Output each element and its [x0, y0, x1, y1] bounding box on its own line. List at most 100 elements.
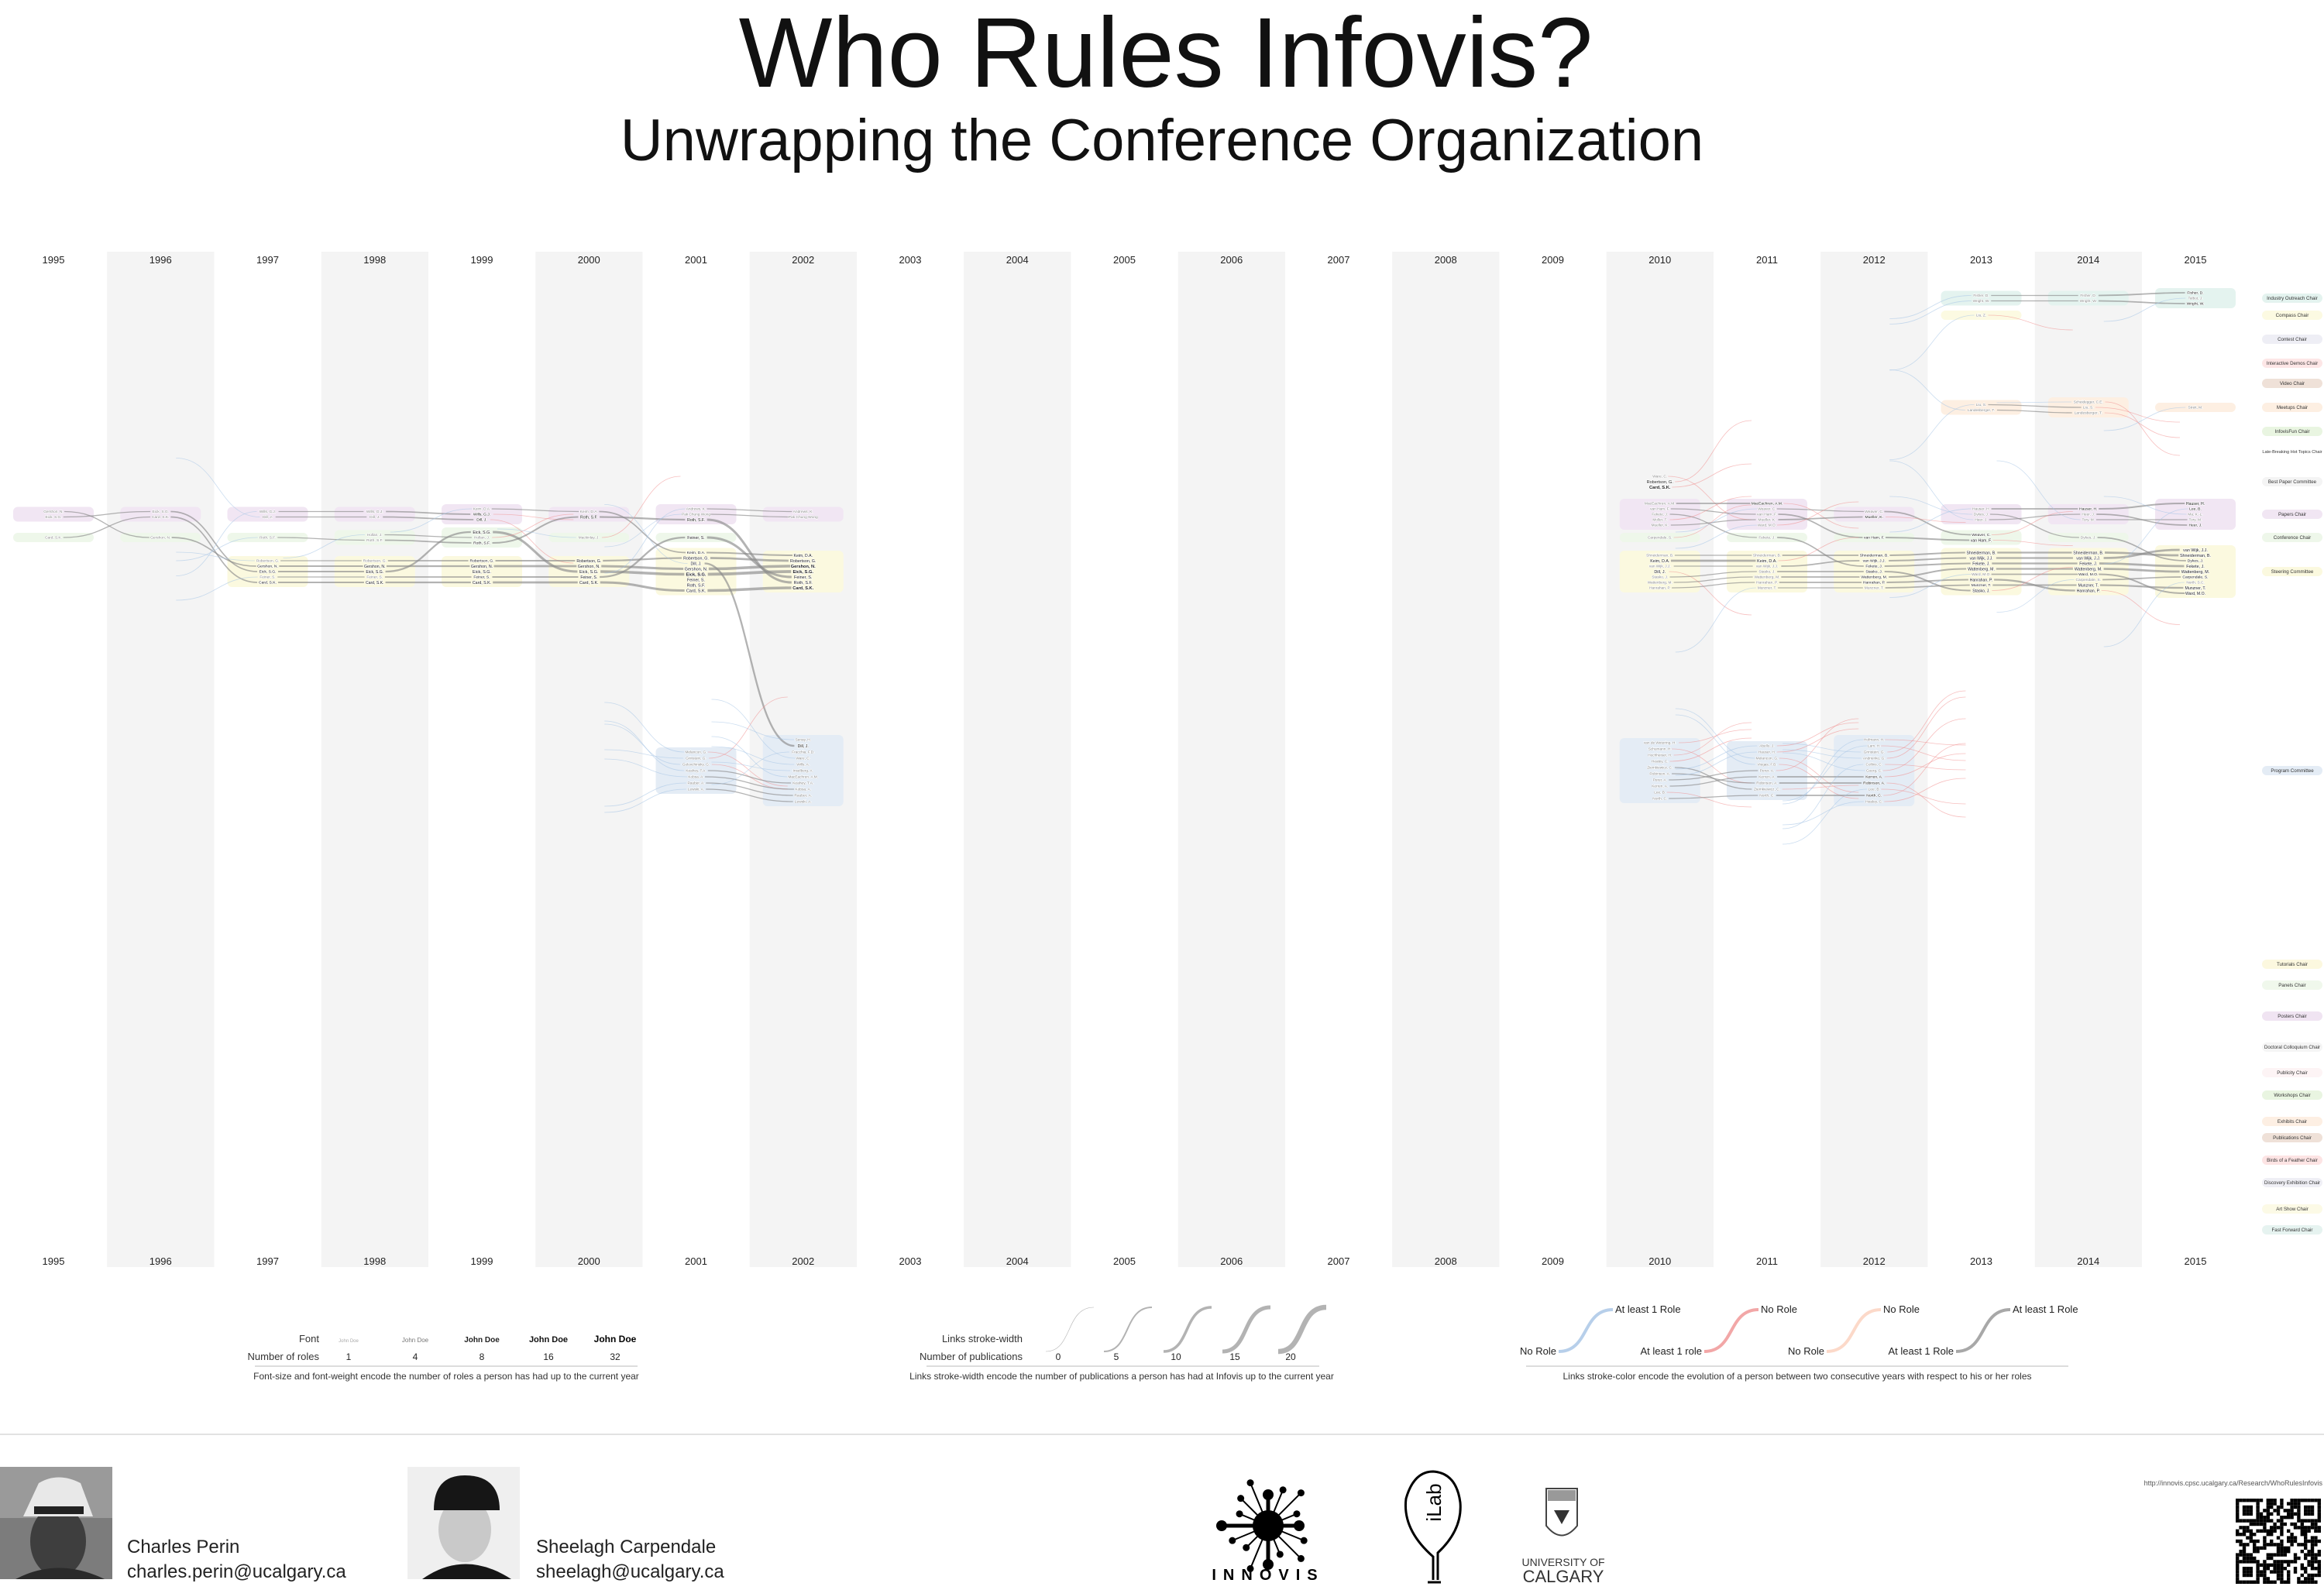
role-group-pill — [227, 556, 308, 587]
qr-module — [2236, 1573, 2240, 1578]
qr-module — [2276, 1543, 2281, 1547]
qr-module — [2317, 1529, 2321, 1533]
person-link — [601, 476, 681, 538]
logo-dot — [1279, 1486, 1287, 1494]
qr-module — [2314, 1560, 2318, 1564]
color-legend: No Role At least 1 Role At least 1 role No … — [1520, 1303, 2078, 1382]
person-name: Weaver, C. — [1758, 507, 1776, 512]
qr-module — [2249, 1533, 2253, 1537]
qr-module — [2290, 1516, 2294, 1520]
person-name: Feiner, S. — [473, 575, 490, 580]
author-email[interactable]: charles.perin@ucalgary.ca — [127, 1561, 346, 1582]
role-label: Papers Chair — [2278, 512, 2306, 517]
qr-module — [2256, 1502, 2260, 1506]
qr-module — [2300, 1573, 2304, 1578]
font-legend-caption: Font-size and font-weight encode the num… — [253, 1371, 639, 1382]
person-link — [1881, 745, 1966, 761]
role-group-pill — [2155, 403, 2236, 412]
qr-module — [2276, 1550, 2281, 1554]
qr-module — [2280, 1577, 2284, 1581]
qr-module — [2317, 1516, 2321, 1520]
qr-module — [2300, 1533, 2304, 1537]
person-link — [601, 565, 684, 571]
person-name: North, S.C. — [2186, 581, 2204, 586]
qr-module — [2270, 1539, 2274, 1544]
qr-module — [2266, 1509, 2270, 1513]
person-link — [1889, 568, 1967, 578]
qr-module — [2259, 1516, 2264, 1520]
qr-module — [2249, 1567, 2253, 1571]
qr-module — [2297, 1502, 2301, 1506]
qr-module — [2280, 1546, 2284, 1550]
role-group-pill — [655, 548, 737, 596]
person-links — [63, 292, 2188, 845]
person-link — [604, 782, 686, 807]
role-group-pill — [1727, 741, 1807, 800]
qr-module — [2304, 1526, 2308, 1530]
person-name: Ma, K.-L. — [2188, 513, 2202, 517]
person-name: Wills, G.J. — [260, 510, 276, 514]
person-link — [385, 531, 471, 573]
qr-module — [2259, 1563, 2264, 1567]
qr-module — [2280, 1560, 2284, 1564]
person-name: Feiner, S. — [687, 578, 705, 582]
project-url[interactable]: http://innovis.cpsc.ucalgary.ca/Research… — [2144, 1479, 2323, 1487]
qr-module — [2287, 1536, 2291, 1540]
role-label-pill — [2262, 766, 2322, 775]
person-link — [1779, 757, 1859, 793]
person-name: Inselberg, A. — [793, 769, 813, 774]
qr-module — [2259, 1499, 2264, 1502]
person-link — [1996, 579, 2075, 613]
qr-module — [2290, 1502, 2294, 1506]
role-label-pill — [2262, 427, 2322, 436]
person-name: Shneiderman, B. — [1646, 554, 1673, 558]
person-link — [2098, 292, 2185, 297]
person-link — [1782, 788, 1868, 845]
person-name: Robertson, G. — [470, 559, 494, 564]
person-name: Keim, D.A. — [473, 507, 491, 512]
person-name: Gershon, N. — [150, 536, 170, 541]
qr-module — [2287, 1580, 2291, 1584]
qr-module — [2304, 1519, 2308, 1523]
qr-module — [2263, 1536, 2267, 1540]
logo-dot — [1297, 1554, 1305, 1562]
qr-module — [2276, 1560, 2281, 1564]
role-group-pill — [1619, 533, 1700, 542]
person-name: van Wijk, J.J. — [2076, 556, 2100, 561]
person-link — [2097, 537, 2186, 561]
qr-module — [2317, 1519, 2321, 1523]
year-label-top: 2013 — [1970, 254, 1992, 266]
person-name: Gershon, N. — [791, 565, 816, 569]
person-name: Hollan, J. — [367, 533, 383, 537]
qr-module — [2263, 1567, 2267, 1571]
qr-module — [2300, 1529, 2304, 1533]
qr-module — [2293, 1556, 2298, 1561]
person-name: Shneiderman, B. — [1966, 551, 1996, 555]
person-link — [604, 702, 685, 753]
role-label-pill — [2262, 379, 2322, 388]
person-link — [1668, 476, 1752, 520]
person-name: Gershon, N. — [471, 565, 493, 569]
qr-code[interactable] — [2236, 1499, 2321, 1584]
person-name: Roth, S.F. — [687, 518, 705, 523]
qr-module — [2263, 1526, 2267, 1530]
role-group-pill — [548, 533, 630, 542]
person-link — [1782, 764, 1864, 829]
role-label: Birds of a Feather Chair — [2267, 1158, 2318, 1163]
author-email[interactable]: sheelagh@ucalgary.ca — [536, 1561, 724, 1582]
person-name: Senay, H. — [796, 738, 811, 743]
person-link — [1886, 579, 1968, 583]
person-name: Feiner, S. — [366, 575, 383, 580]
qr-module — [2266, 1499, 2270, 1502]
person-link — [1777, 537, 1864, 567]
qr-module — [2266, 1505, 2270, 1509]
qr-module — [2259, 1573, 2264, 1578]
roles-value: 32 — [610, 1351, 621, 1362]
qr-module — [2280, 1567, 2284, 1571]
logo-dot — [1293, 1510, 1301, 1518]
person-name: Robertson, G. — [683, 556, 709, 561]
qr-module — [2236, 1533, 2240, 1537]
role-group-pill — [1619, 738, 1700, 803]
person-link — [600, 536, 686, 579]
person-name: Kerren, A. — [1758, 775, 1776, 780]
